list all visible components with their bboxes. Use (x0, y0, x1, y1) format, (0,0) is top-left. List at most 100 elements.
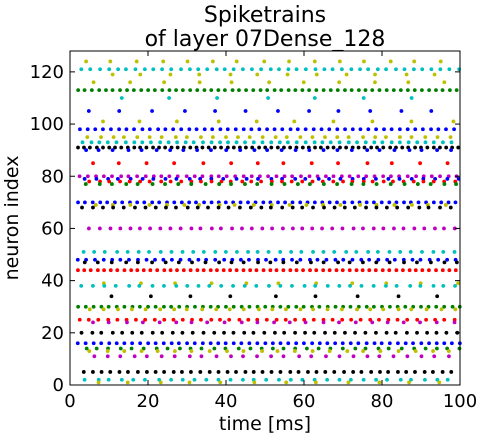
spike-point (336, 109, 341, 113)
spike-point (443, 203, 448, 207)
spike-point (350, 257, 355, 262)
spike-point (168, 268, 173, 273)
spike-point (356, 88, 361, 93)
spike-point (449, 148, 453, 153)
y-tick-label: 20 (41, 323, 64, 344)
spike-point (146, 304, 150, 309)
spike-point (327, 200, 332, 205)
spike-point (88, 268, 93, 273)
spike-point (327, 127, 332, 132)
spike-point (189, 320, 194, 325)
spike-point (260, 226, 265, 231)
spike-point (270, 307, 275, 312)
spike-point (452, 320, 457, 325)
spike-point (221, 268, 226, 273)
spike-point (340, 226, 345, 231)
spike-point (275, 349, 280, 353)
spike-point (337, 59, 342, 64)
spike-point (257, 127, 262, 132)
spike-point (212, 330, 217, 335)
spike-point (99, 370, 104, 374)
spike-point (301, 80, 306, 85)
spike-point (158, 250, 163, 254)
spike-point (89, 140, 94, 145)
spike-point (327, 268, 332, 273)
spike-point (79, 330, 84, 335)
spike-point (242, 283, 247, 288)
spike-point (362, 59, 366, 64)
spike-point (363, 330, 368, 335)
spike-point (115, 250, 120, 254)
spike-point (314, 268, 319, 273)
spike-point (429, 127, 433, 132)
spike-point (229, 260, 234, 265)
spike-point (119, 96, 124, 100)
y-tick-label: 80 (41, 166, 64, 187)
spike-point (366, 67, 371, 72)
spike-point (162, 304, 166, 309)
spike-point (270, 341, 275, 346)
spike-point (301, 304, 306, 309)
spike-point (323, 135, 327, 140)
spike-point (99, 304, 104, 309)
spike-point (214, 67, 219, 72)
spike-point (407, 268, 412, 273)
spike-point (251, 203, 256, 207)
spike-point (159, 354, 164, 359)
spike-point (213, 109, 217, 113)
spike-point (122, 268, 127, 273)
spike-point (102, 250, 107, 254)
spike-point (216, 341, 221, 346)
spike-point (373, 72, 377, 77)
spike-point (405, 127, 410, 132)
spike-point (309, 161, 314, 166)
spike-point (415, 140, 420, 145)
spike-point (349, 148, 354, 153)
neuron-row-25 (77, 317, 457, 322)
spike-point (124, 182, 129, 186)
spike-point (241, 377, 245, 382)
spike-point (222, 330, 226, 335)
spike-point (316, 176, 321, 181)
spike-point (311, 317, 316, 322)
spike-point (95, 260, 100, 265)
spike-point (384, 205, 389, 210)
spike-point (377, 148, 382, 153)
spike-point (424, 317, 428, 322)
spike-point (183, 109, 187, 113)
spike-point (419, 148, 424, 153)
spike-point (447, 354, 451, 359)
spike-point (114, 341, 119, 346)
spike-point (442, 182, 447, 186)
spike-point (338, 145, 342, 150)
spike-point (371, 304, 376, 309)
spike-point (259, 179, 264, 184)
spike-point (126, 148, 131, 153)
spike-point (135, 268, 140, 273)
spike-point (414, 174, 418, 179)
spike-point (141, 346, 146, 351)
spike-point (396, 307, 401, 312)
spike-point (431, 349, 435, 353)
spike-point (240, 226, 244, 231)
spike-point (147, 179, 152, 184)
spike-point (224, 148, 229, 153)
spike-point (128, 226, 133, 231)
spike-point (365, 148, 370, 153)
spike-point (111, 205, 116, 210)
spike-point (194, 127, 199, 132)
spike-point (298, 135, 303, 140)
spike-point (241, 127, 246, 132)
spike-point (163, 182, 167, 186)
spike-point (261, 268, 266, 273)
spike-point (169, 377, 173, 382)
spike-point (303, 140, 308, 145)
spike-point (110, 330, 115, 335)
spike-point (291, 226, 295, 231)
spike-point (176, 182, 181, 186)
spike-point (241, 307, 246, 312)
spike-point (435, 148, 439, 153)
spike-point (137, 283, 142, 288)
spike-point (132, 140, 137, 145)
spike-point (144, 257, 149, 262)
